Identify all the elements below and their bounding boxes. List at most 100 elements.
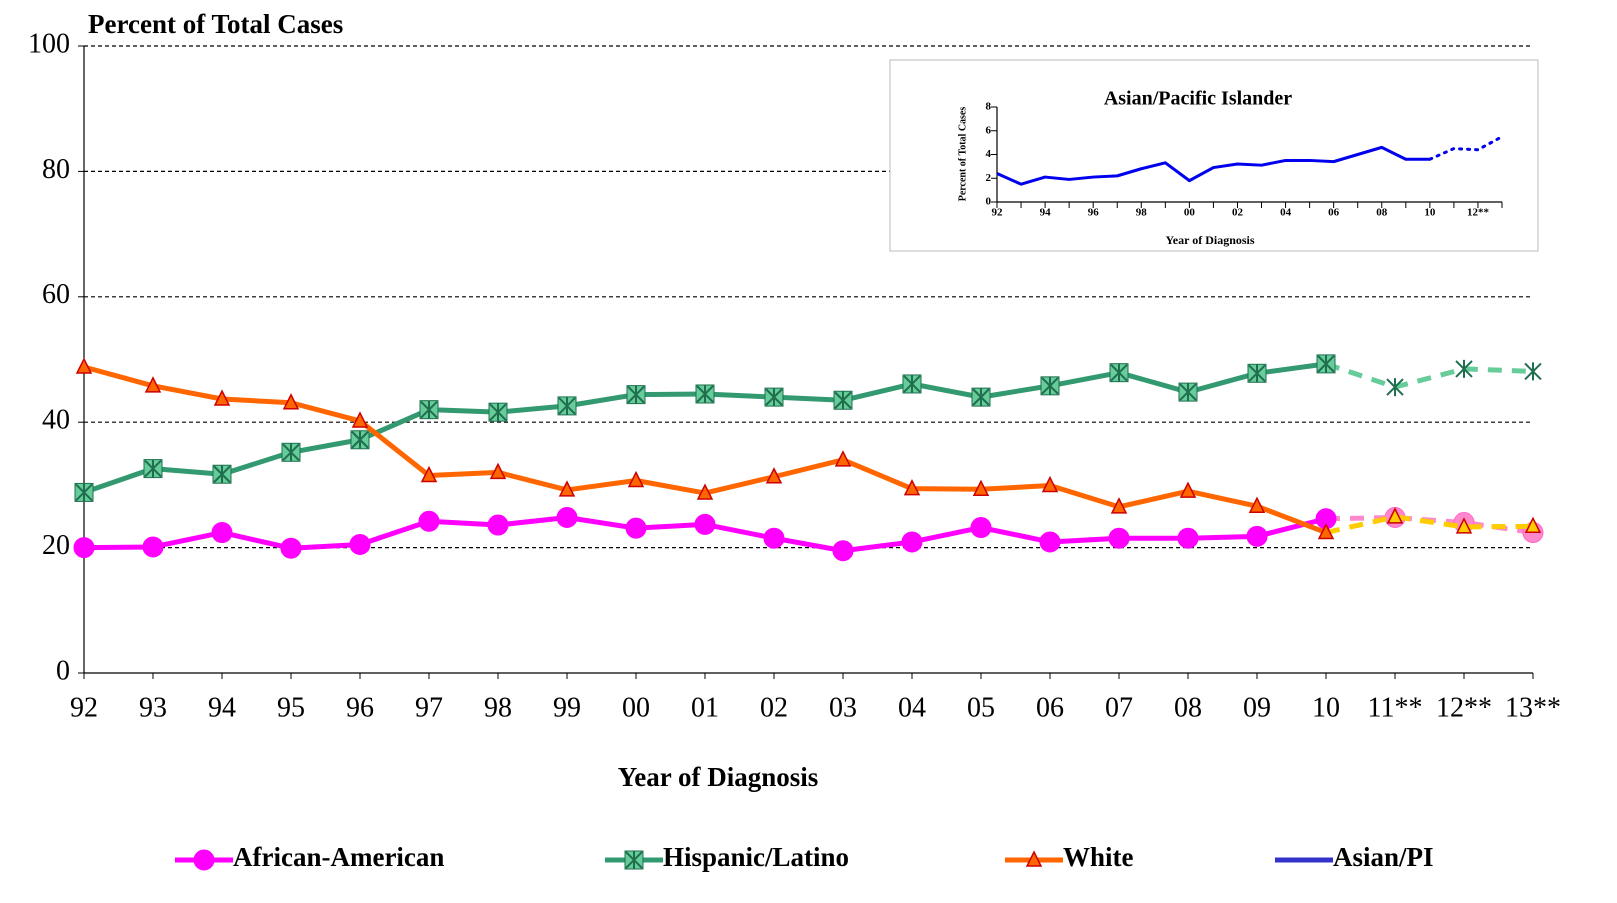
x-tick-label: 13**: [1505, 692, 1561, 723]
x-tick-label: 98: [1136, 207, 1148, 219]
marker-star: [75, 483, 93, 502]
marker: [695, 384, 715, 404]
marker-star: [834, 391, 852, 410]
marker: [211, 522, 233, 544]
y-tick-label: 0: [986, 196, 992, 208]
marker: [74, 482, 94, 502]
marker-star: [903, 374, 921, 393]
legend-label: White: [1063, 842, 1134, 872]
marker: [832, 540, 854, 562]
marker: [419, 400, 439, 420]
marker: [1316, 354, 1336, 374]
marker-star: [625, 851, 643, 869]
x-tick-label: 10: [1312, 692, 1340, 723]
marker: [1039, 531, 1061, 553]
x-tick-label: 06: [1328, 207, 1340, 219]
y-tick-label: 100: [28, 28, 70, 59]
marker: [213, 389, 231, 406]
marker: [763, 527, 785, 549]
x-tick-label: 92: [992, 207, 1004, 219]
x-tick-label: 95: [277, 692, 305, 723]
marker-star: [351, 430, 369, 449]
marker-star: [1317, 354, 1335, 373]
series-line: [1428, 135, 1504, 161]
marker-star: [627, 385, 645, 404]
marker-star: [1386, 378, 1404, 397]
marker: [143, 459, 163, 479]
marker: [833, 390, 853, 410]
marker: [488, 402, 508, 422]
marker: [1109, 363, 1129, 383]
marker: [281, 442, 301, 462]
marker: [557, 396, 577, 416]
y-tick-label: 0: [56, 655, 70, 686]
marker: [624, 850, 644, 870]
marker-star: [972, 388, 990, 407]
marker: [144, 376, 162, 393]
marker: [73, 537, 95, 559]
marker-star: [489, 403, 507, 422]
series-line: [1325, 361, 1534, 390]
y-tick-label: 4: [986, 148, 992, 160]
y-tick-label: 6: [986, 124, 992, 136]
x-axis-title: Year of Diagnosis: [1165, 233, 1254, 247]
y-tick-label: 2: [986, 172, 992, 184]
marker-star: [144, 459, 162, 478]
marker: [1025, 850, 1043, 867]
x-tick-label: 08: [1376, 207, 1388, 219]
marker-star: [282, 443, 300, 462]
marker: [1041, 475, 1059, 493]
legend-label: African-American: [233, 842, 444, 872]
marker-star: [558, 396, 576, 415]
marker: [902, 374, 922, 394]
series-line: [996, 145, 1430, 186]
marker: [212, 464, 232, 484]
x-tick-label: 01: [691, 692, 719, 723]
x-tick-label: 07: [1105, 692, 1133, 723]
marker: [696, 483, 714, 500]
marker: [1178, 382, 1198, 402]
x-tick-label: 11**: [1368, 692, 1423, 723]
marker: [625, 517, 647, 539]
marker: [1040, 376, 1060, 396]
x-tick-label: 00: [622, 692, 650, 723]
series-line: [83, 361, 1327, 495]
marker-star: [1248, 364, 1266, 383]
marker: [1524, 516, 1542, 534]
marker: [1177, 527, 1199, 549]
marker: [489, 462, 507, 480]
y-axis-title: Percent of Total Cases: [957, 107, 968, 202]
chart-title: Asian/Pacific Islander: [1104, 88, 1292, 110]
marker: [282, 393, 300, 410]
marker-star: [1110, 363, 1128, 382]
x-tick-label: 97: [415, 692, 443, 723]
marker-star: [213, 465, 231, 484]
x-tick-label: 12**: [1467, 207, 1490, 219]
marker: [351, 411, 369, 428]
marker: [1246, 525, 1268, 547]
y-tick-label: 40: [42, 405, 70, 436]
x-tick-label: 02: [760, 692, 788, 723]
marker: [1110, 497, 1128, 514]
marker: [694, 513, 716, 535]
marker-star: [1041, 376, 1059, 395]
marker: [1108, 527, 1130, 549]
marker: [487, 514, 509, 536]
x-tick-label: 98: [484, 692, 512, 723]
marker: [1248, 496, 1266, 513]
x-tick-label: 12**: [1436, 692, 1492, 723]
x-tick-label: 09: [1243, 692, 1271, 723]
marker-star: [696, 384, 714, 403]
marker: [142, 536, 164, 558]
x-tick-label: 02: [1232, 207, 1244, 219]
marker: [418, 510, 440, 532]
marker: [1317, 522, 1335, 540]
marker: [1455, 359, 1473, 378]
x-tick-label: 96: [346, 692, 374, 723]
marker: [1386, 507, 1404, 524]
marker: [626, 385, 646, 405]
marker: [350, 430, 370, 450]
x-tick-label: 94: [1040, 207, 1052, 219]
x-tick-label: 92: [70, 692, 98, 723]
